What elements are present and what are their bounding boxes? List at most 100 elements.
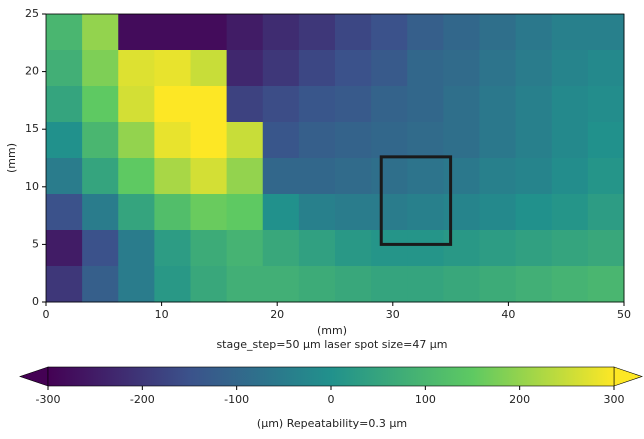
heatmap-cell — [190, 194, 228, 231]
heatmap-cell — [190, 86, 228, 123]
heatmap-cell — [46, 230, 83, 267]
colorbar-extend-high — [613, 366, 643, 387]
heatmap-cell — [335, 158, 372, 195]
y-tick-label: 5 — [32, 237, 39, 250]
heatmap-cell — [298, 14, 336, 51]
heatmap-cell — [82, 230, 119, 267]
heatmap-cell — [335, 194, 372, 231]
heatmap-cell — [587, 14, 625, 51]
heatmap-cell — [335, 50, 372, 87]
heatmap-cell — [262, 86, 300, 123]
heatmap-cell — [262, 14, 300, 51]
heatmap-cell — [515, 50, 553, 87]
heatmap-cell — [298, 122, 336, 159]
colorbar-extend-low — [19, 366, 49, 387]
heatmap-cell — [587, 194, 625, 231]
heatmap-cell — [407, 230, 444, 267]
heatmap-cell — [46, 86, 83, 123]
heatmap-cell — [82, 86, 119, 123]
heatmap-cell — [298, 50, 336, 87]
heatmap-cell — [335, 122, 372, 159]
x-tick-label: 30 — [386, 308, 400, 321]
heatmap-cell — [443, 266, 480, 303]
colorbar-tick-label: -200 — [130, 393, 155, 406]
heatmap-cell — [443, 50, 480, 87]
heatmap-cell — [226, 122, 264, 159]
heatmap-cell — [587, 122, 625, 159]
heatmap-cell — [371, 50, 408, 87]
heatmap-cell — [118, 86, 155, 123]
x-tick-label: 50 — [617, 308, 631, 321]
heatmap-cell — [298, 266, 336, 303]
x-axis-label: (mm) — [317, 324, 347, 337]
heatmap-cell — [262, 194, 300, 231]
colorbar-tick-label: -300 — [36, 393, 61, 406]
heatmap-cell — [298, 194, 336, 231]
heatmap-cell — [118, 122, 155, 159]
heatmap-cell — [298, 86, 336, 123]
heatmap-cell — [587, 50, 625, 87]
heatmap-cell — [46, 158, 83, 195]
heatmap-cell — [154, 266, 191, 303]
heatmap-cell — [443, 86, 480, 123]
heatmap-cell — [479, 86, 517, 123]
heatmap-cell — [154, 86, 191, 123]
heatmap-cell — [407, 194, 444, 231]
heatmap-cell — [335, 266, 372, 303]
heatmap-cell — [335, 14, 372, 51]
heatmap-cell — [82, 14, 119, 51]
heatmap-cell — [371, 14, 408, 51]
heatmap-cell — [479, 122, 517, 159]
y-axis-label: (mm) — [5, 143, 18, 173]
heatmap-cell — [154, 50, 191, 87]
heatmap-cell — [479, 194, 517, 231]
heatmap-cell — [190, 158, 228, 195]
heatmap-cell — [154, 122, 191, 159]
heatmap-cell — [479, 14, 517, 51]
heatmap-cell — [46, 194, 83, 231]
heatmap-cell — [515, 230, 553, 267]
heatmap-cell — [335, 86, 372, 123]
heatmap-cell — [298, 158, 336, 195]
heatmap-cell — [587, 230, 625, 267]
x-tick-label: 40 — [501, 308, 515, 321]
heatmap-cell — [46, 14, 83, 51]
heatmap-cell — [407, 50, 444, 87]
colorbar-tick-label: 300 — [604, 393, 625, 406]
heatmap-cell — [262, 50, 300, 87]
colorbar — [47, 366, 615, 387]
heatmap-cell — [551, 158, 589, 195]
heatmap-cell — [118, 14, 155, 51]
heatmap-cell — [479, 158, 517, 195]
heatmap-cell — [82, 122, 119, 159]
y-tick-label: 15 — [25, 122, 39, 135]
annotation-box — [379, 155, 453, 246]
colorbar-tick-label: -100 — [224, 393, 249, 406]
heatmap-cell — [551, 14, 589, 51]
plot-frame — [45, 13, 625, 303]
x-tick-label: 0 — [43, 308, 50, 321]
heatmap-cell — [226, 86, 264, 123]
heatmap-cell — [190, 266, 228, 303]
heatmap-cell — [443, 14, 480, 51]
heatmap-cell — [226, 266, 264, 303]
x-tick-label: 10 — [155, 308, 169, 321]
heatmap-cell — [515, 14, 553, 51]
heatmap-cell — [443, 230, 480, 267]
heatmap-cell — [226, 230, 264, 267]
heatmap-cell — [479, 50, 517, 87]
heatmap-cell — [262, 230, 300, 267]
heatmap-cell — [118, 194, 155, 231]
heatmap-cell — [479, 230, 517, 267]
heatmap-cell — [551, 194, 589, 231]
heatmap-cell — [46, 50, 83, 87]
heatmap-cell — [82, 50, 119, 87]
heatmap-cell — [443, 122, 480, 159]
y-tick-label: 0 — [32, 295, 39, 308]
heatmap-cell — [551, 122, 589, 159]
y-tick-label: 10 — [25, 180, 39, 193]
y-tick-label: 25 — [25, 7, 39, 20]
heatmap-cell — [371, 266, 408, 303]
heatmap-cell — [551, 266, 589, 303]
